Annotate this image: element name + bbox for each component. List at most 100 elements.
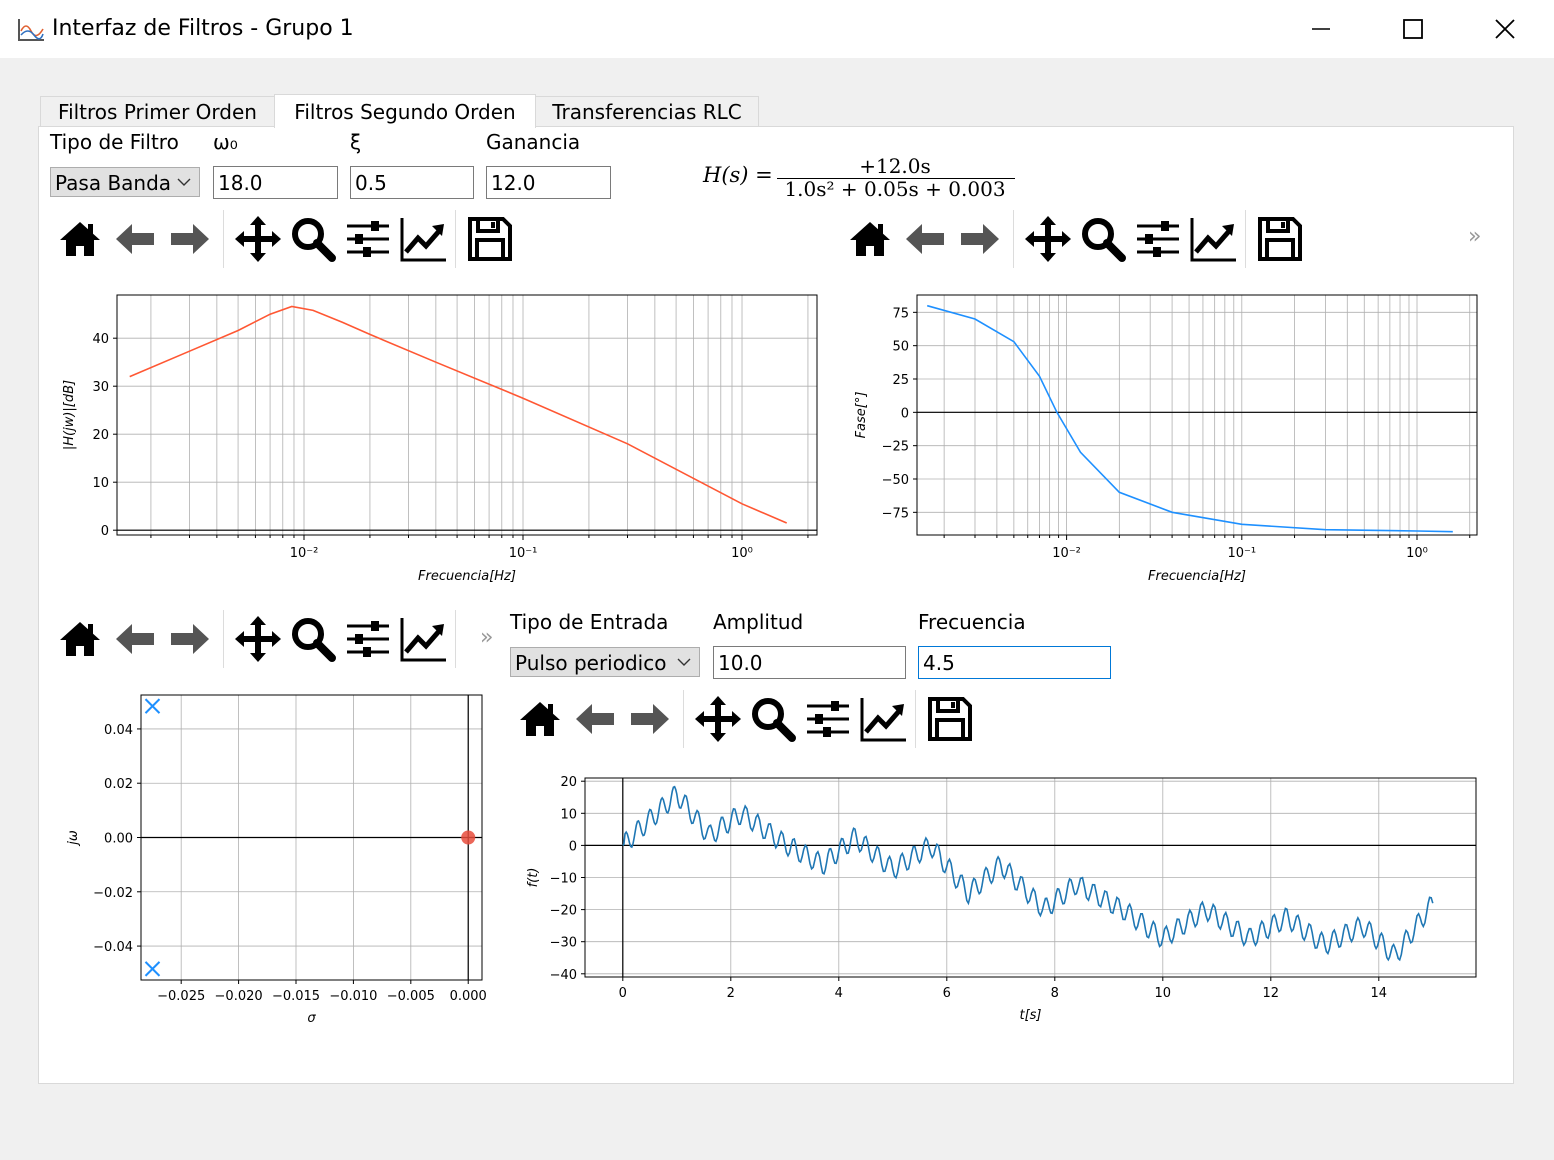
x-tick-label: 10⁻² — [1052, 546, 1081, 561]
pan-icon — [695, 696, 741, 742]
amplitude-label: Amplitud — [713, 610, 804, 634]
zoom-icon — [752, 698, 796, 742]
toolbar-separator — [223, 210, 224, 268]
back-arrow-button[interactable] — [110, 614, 160, 664]
forward-arrow-button[interactable] — [625, 694, 675, 744]
plot-border — [916, 294, 1478, 536]
pan-button[interactable] — [233, 214, 283, 264]
filter-type-select[interactable]: Pasa Banda — [50, 167, 200, 197]
tab-filtros-primer-orden[interactable]: Filtros Primer Orden — [40, 96, 275, 126]
y-tick-label: −0.02 — [93, 886, 133, 901]
home-icon — [850, 222, 890, 256]
x-axis-label: σ — [307, 1011, 316, 1026]
xi-label: ξ — [350, 130, 362, 154]
x-tick-label: 6 — [943, 986, 951, 1001]
pan-button[interactable] — [233, 614, 283, 664]
x-tick-label: −0.015 — [272, 989, 320, 1004]
subplots-icon — [807, 701, 849, 737]
y-tick-label: 0.02 — [104, 777, 133, 792]
plot-area — [116, 294, 818, 536]
plot-area — [916, 294, 1478, 536]
omega0-input[interactable]: 18.0 — [213, 166, 338, 199]
y-axis-label: f(t) — [526, 868, 541, 888]
subplots-button[interactable] — [343, 214, 393, 264]
x-tick-label: −0.020 — [215, 989, 263, 1004]
pan-button[interactable] — [693, 694, 743, 744]
edit-axis-button[interactable] — [398, 614, 448, 664]
subplots-button[interactable] — [803, 694, 853, 744]
x-tick-label: 10⁻² — [290, 546, 319, 561]
toolbar-separator — [455, 610, 456, 668]
close-button[interactable] — [1459, 0, 1551, 58]
forward-arrow-button[interactable] — [165, 214, 215, 264]
magnitude-chart[interactable]: 10⁻² 10⁻¹ 10⁰ 0 10 20 30 40 Frecuencia[Hz] |H(jw)… — [55, 285, 830, 590]
chevron-down-icon — [177, 178, 191, 186]
pan-button[interactable] — [1023, 214, 1073, 264]
home-button[interactable] — [515, 694, 565, 744]
toolbar-overflow-button-poles[interactable]: » — [480, 625, 494, 650]
y-tick-label: 20 — [560, 775, 577, 790]
save-button[interactable] — [925, 694, 975, 744]
frequency-input[interactable]: 4.5 — [918, 646, 1111, 679]
forward-arrow-icon — [171, 624, 209, 654]
forward-arrow-button[interactable] — [165, 614, 215, 664]
y-tick-label: 25 — [892, 373, 909, 388]
subplots-icon — [1137, 221, 1179, 257]
home-button[interactable] — [55, 614, 105, 664]
zoom-button[interactable] — [288, 614, 338, 664]
time-response-chart[interactable]: 0 2 4 6 8 10 12 14 20 10 0 −10 −20 −30 −40 t[s] f(t) — [515, 768, 1490, 1030]
time-response-series — [622, 785, 1434, 962]
toolbar-time-response — [515, 690, 985, 748]
maximize-button[interactable] — [1367, 0, 1459, 58]
y-tick-label: −30 — [550, 936, 577, 951]
save-icon — [928, 697, 972, 741]
forward-arrow-icon — [631, 704, 669, 734]
zero-marker — [461, 830, 476, 845]
pan-icon — [235, 216, 281, 262]
edit-axis-button[interactable] — [1188, 214, 1238, 264]
minimize-button[interactable] — [1275, 0, 1367, 58]
x-tick-label: −0.010 — [329, 989, 377, 1004]
back-arrow-button[interactable] — [900, 214, 950, 264]
back-arrow-button[interactable] — [110, 214, 160, 264]
x-axis-label: Frecuencia[Hz] — [418, 569, 516, 584]
poles-zeros-chart[interactable]: −0.025 −0.020 −0.015 −0.010 −0.005 0.000 0.04 0… — [55, 685, 500, 1030]
amplitude-input[interactable]: 10.0 — [713, 646, 906, 679]
y-tick-label: −20 — [550, 904, 577, 919]
phase-series — [926, 304, 1453, 533]
pan-icon — [1025, 216, 1071, 262]
y-tick-label: 50 — [892, 340, 909, 355]
phase-chart[interactable]: 10⁻² 10⁻¹ 10⁰ 75 50 25 0 −25 −50 −75 Frecuencia[Hz… — [845, 285, 1490, 590]
transfer-function-numerator: +12.0s — [859, 154, 931, 178]
subplots-button[interactable] — [343, 614, 393, 664]
zoom-button[interactable] — [1078, 214, 1128, 264]
y-tick-label: −40 — [550, 968, 577, 983]
save-button[interactable] — [465, 214, 515, 264]
tab-transferencias-rlc[interactable]: Transferencias RLC — [535, 96, 759, 126]
zoom-button[interactable] — [748, 694, 798, 744]
fraction-bar — [777, 178, 1015, 179]
home-button[interactable] — [55, 214, 105, 264]
y-axis-label: jω — [66, 830, 81, 847]
toolbar-overflow-button-phase[interactable]: » — [1468, 224, 1482, 249]
edit-axis-button[interactable] — [398, 214, 448, 264]
pole-marker — [144, 961, 161, 977]
tab-filtros-segundo-orden[interactable]: Filtros Segundo Orden — [274, 94, 536, 128]
toolbar-separator — [223, 610, 224, 668]
forward-arrow-button[interactable] — [955, 214, 1005, 264]
gain-input[interactable]: 12.0 — [486, 166, 611, 199]
zoom-button[interactable] — [288, 214, 338, 264]
transfer-function-denominator: 1.0s² + 0.05s + 0.003 — [784, 177, 1006, 201]
x-axis-label: Frecuencia[Hz] — [1148, 569, 1246, 584]
save-button[interactable] — [1255, 214, 1305, 264]
edit-axis-button[interactable] — [858, 694, 908, 744]
input-type-select[interactable]: Pulso periodico — [510, 647, 700, 677]
edit-axis-icon — [860, 698, 906, 742]
subplots-button[interactable] — [1133, 214, 1183, 264]
back-arrow-button[interactable] — [570, 694, 620, 744]
edit-axis-icon — [1190, 218, 1236, 262]
save-icon — [468, 217, 512, 261]
xi-input[interactable]: 0.5 — [350, 166, 474, 199]
x-tick-label: 10 — [1155, 986, 1172, 1001]
home-button[interactable] — [845, 214, 895, 264]
